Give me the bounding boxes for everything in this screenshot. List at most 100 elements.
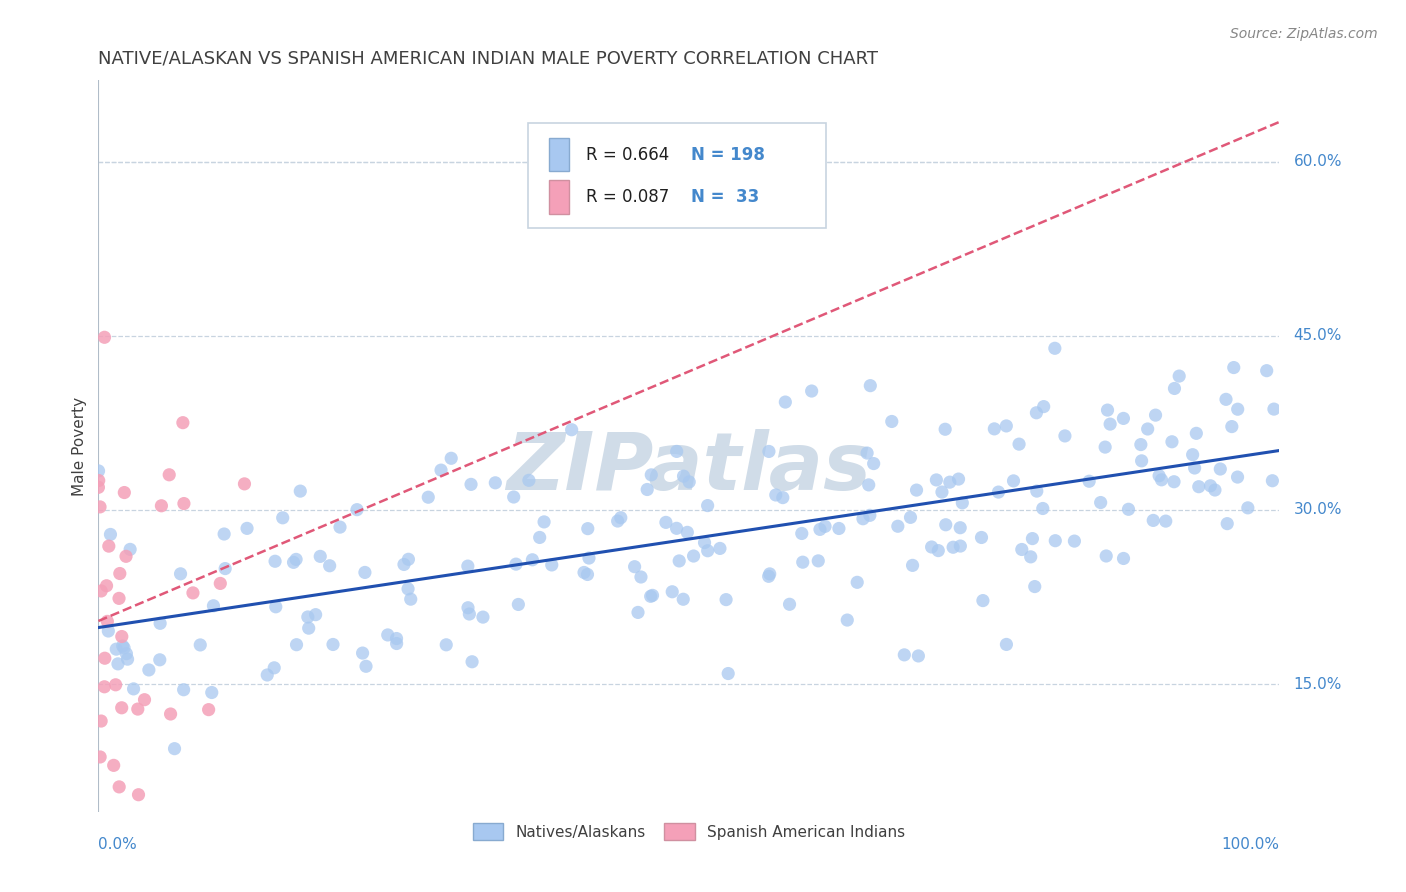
Point [606,514,628,528]
Point [522,553,544,567]
Point [112,640,135,655]
Point [696,499,718,513]
Point [173,497,195,511]
Point [283,555,305,569]
Point [934,422,956,436]
Point [950,496,973,510]
Point [758,566,780,581]
Point [87,480,110,494]
Point [672,592,695,607]
Point [115,647,138,661]
Point [1130,454,1153,468]
Point [457,559,479,574]
Point [399,592,422,607]
Point [418,490,440,504]
Point [508,598,530,612]
Point [1099,417,1122,431]
Point [995,637,1018,651]
Point [505,557,527,571]
Point [188,638,211,652]
Point [1161,434,1184,449]
Point [1112,551,1135,566]
Text: ZIPatlas: ZIPatlas [506,429,872,507]
Point [765,488,787,502]
Point [814,519,837,533]
Point [1237,500,1260,515]
Point [576,567,599,582]
Point [352,646,374,660]
Point [150,499,173,513]
Point [887,519,910,533]
Point [201,685,224,699]
Point [682,549,704,563]
Point [149,616,172,631]
Point [181,586,204,600]
Point [440,451,463,466]
Point [665,521,688,535]
Point [108,566,131,581]
Point [122,681,145,696]
Point [304,607,326,622]
Point [1021,532,1043,546]
Point [1163,475,1185,489]
Point [948,472,970,486]
Point [214,561,236,575]
Point [1032,501,1054,516]
Text: 100.0%: 100.0% [1222,838,1279,853]
Point [233,476,256,491]
Point [907,648,929,663]
Point [758,569,780,583]
Point [1095,549,1118,563]
Point [1184,461,1206,475]
Point [1216,516,1239,531]
Point [846,575,869,590]
Point [696,543,718,558]
Point [1025,484,1047,499]
Point [610,510,633,524]
Point [1032,400,1054,414]
Point [290,484,312,499]
Point [1147,468,1170,483]
Point [202,599,225,613]
Point [263,661,285,675]
Point [880,415,903,429]
Text: R = 0.087: R = 0.087 [586,188,669,206]
Point [758,444,780,458]
Point [1002,474,1025,488]
Point [111,639,134,653]
Point [457,600,479,615]
Point [779,597,801,611]
Point [900,510,922,524]
Point [1008,437,1031,451]
Point [949,539,972,553]
Point [921,540,943,554]
Point [105,642,128,657]
Text: R = 0.664: R = 0.664 [586,145,669,163]
Point [385,636,408,650]
Point [792,555,814,569]
Point [461,655,484,669]
Point [173,682,195,697]
Point [627,606,650,620]
Point [859,508,882,523]
Point [97,539,120,553]
Point [1188,480,1211,494]
Point [169,566,191,581]
Point [1112,411,1135,425]
Point [828,521,851,535]
Point [859,378,882,392]
Point [661,584,683,599]
Point [693,535,716,549]
Point [576,522,599,536]
Point [837,613,859,627]
Point [1053,429,1076,443]
Text: N =  33: N = 33 [692,188,759,206]
Point [93,330,115,344]
Point [318,558,340,573]
Point [655,516,678,530]
Point [434,638,457,652]
Point [672,469,695,483]
Point [623,559,645,574]
Point [96,579,118,593]
Point [396,582,419,596]
